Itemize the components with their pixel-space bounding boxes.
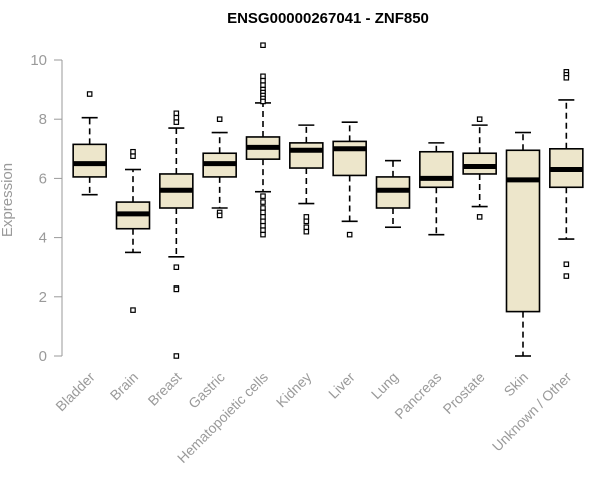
- outlier-point: [303, 224, 310, 231]
- outlier-point: [260, 73, 266, 80]
- outlier-point: [260, 199, 266, 205]
- outlier-point: [260, 193, 266, 199]
- x-tick-label: Brain: [107, 369, 141, 403]
- outlier-point: [130, 148, 136, 155]
- outlier-point: [216, 116, 223, 123]
- y-tick-label: 10: [30, 52, 47, 69]
- outlier-point: [260, 218, 266, 225]
- y-tick-label: 2: [39, 289, 47, 306]
- y-tick-label: 4: [39, 230, 47, 247]
- outlier-point: [260, 209, 266, 216]
- outlier-point: [563, 74, 570, 81]
- outlier-point: [476, 214, 483, 220]
- box-iqr: [462, 152, 497, 175]
- outlier-point: [173, 353, 180, 359]
- box-breast: [159, 110, 194, 359]
- outlier-point: [173, 286, 180, 293]
- outlier-point: [260, 77, 266, 84]
- box-bladder: [72, 91, 107, 196]
- box-brain: [115, 148, 151, 313]
- outlier-point: [476, 116, 483, 123]
- box-unknown-other: [549, 69, 584, 279]
- box-prostate: [462, 116, 497, 220]
- outlier-point: [260, 82, 266, 88]
- boxes-layer: [72, 42, 584, 359]
- y-axis: 0 2 4 6 8 10: [30, 52, 63, 365]
- y-tick-label: 0: [39, 348, 47, 365]
- outlier-point: [563, 273, 570, 279]
- outlier-point: [260, 214, 266, 220]
- outlier-point: [260, 42, 266, 49]
- outlier-point: [216, 212, 223, 219]
- box-iqr: [419, 150, 454, 189]
- outlier-point: [303, 218, 310, 225]
- outlier-point: [260, 205, 266, 211]
- outlier-point: [260, 231, 266, 238]
- x-tick-label: Bladder: [52, 369, 98, 415]
- outlier-point: [260, 222, 266, 229]
- outlier-point: [173, 114, 180, 121]
- box-iqr: [72, 143, 107, 178]
- box-skin: [505, 131, 541, 357]
- outlier-point: [346, 231, 353, 238]
- x-tick-label: Unknown / Other: [489, 369, 575, 455]
- x-tick-label: Liver: [325, 369, 358, 402]
- box-iqr: [289, 142, 324, 169]
- y-tick-label: 6: [39, 170, 47, 187]
- box-liver: [332, 121, 367, 238]
- y-tick-label: 8: [39, 111, 47, 128]
- y-axis-label: Expression: [0, 163, 16, 237]
- chart-title: ENSG00000267041 - ZNF850: [227, 10, 429, 27]
- box-kidney: [289, 124, 324, 235]
- x-tick-label: Gastric: [185, 369, 228, 412]
- box-gastric: [202, 116, 237, 219]
- outlier-point: [173, 110, 180, 117]
- box-iqr: [505, 149, 541, 313]
- box-hematopoietic-cells: [245, 42, 281, 238]
- outlier-point: [260, 98, 266, 105]
- outlier-point: [563, 261, 570, 268]
- outlier-point: [173, 264, 180, 271]
- outlier-point: [260, 227, 266, 234]
- outlier-point: [303, 228, 310, 235]
- x-tick-label: Breast: [145, 369, 185, 409]
- outlier-point: [86, 91, 93, 97]
- outlier-point: [173, 119, 180, 125]
- outlier-point: [303, 214, 310, 220]
- x-tick-label: Prostate: [440, 369, 488, 417]
- x-tick-label: Lung: [368, 369, 401, 402]
- x-tick-label: Pancreas: [391, 369, 444, 422]
- box-pancreas: [419, 142, 454, 236]
- box-lung: [375, 159, 411, 229]
- outlier-point: [130, 153, 136, 160]
- x-tick-label: Kidney: [273, 369, 315, 411]
- x-tick-label: Skin: [501, 369, 532, 400]
- outlier-point: [130, 307, 136, 313]
